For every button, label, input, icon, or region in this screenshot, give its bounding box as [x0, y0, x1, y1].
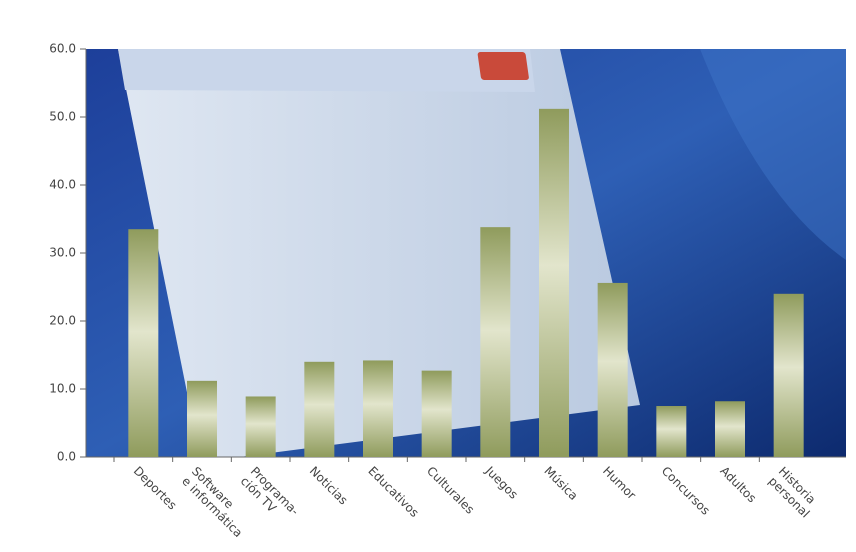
x-tick-label: Deportes: [131, 464, 180, 513]
y-tick-label: 50.0: [49, 110, 76, 124]
bar: [187, 380, 217, 457]
y-tick-label: 60.0: [49, 42, 76, 56]
y-tick-label: 0.0: [57, 450, 76, 464]
x-tick-label: Culturales: [424, 464, 477, 517]
y-tick-label: 40.0: [49, 178, 76, 192]
y-tick-label: 10.0: [49, 382, 76, 396]
bar: [597, 282, 628, 457]
bar: [363, 360, 393, 457]
x-tick-label: Programa-ción TV: [238, 464, 302, 528]
bar: [715, 401, 745, 457]
bar: [539, 108, 569, 457]
bar: [245, 396, 276, 457]
x-tick-label: Juegos: [482, 463, 521, 502]
bar: [773, 293, 804, 457]
x-tick-label: Humor: [600, 464, 639, 503]
x-tick-label: Concursos: [659, 464, 713, 518]
x-tick-label: Noticias: [307, 464, 351, 508]
bar: [304, 361, 335, 457]
x-tick-label: Educativos: [365, 464, 421, 520]
bar: [421, 370, 452, 457]
bar: [656, 406, 687, 457]
x-tick-label: Historiapersonal: [766, 464, 822, 520]
x-tick-label: Música: [541, 464, 580, 503]
x-tick-label: Adultos: [717, 464, 759, 506]
y-tick-label: 30.0: [49, 246, 76, 260]
y-tick-label: 20.0: [49, 314, 76, 328]
bar: [128, 229, 159, 457]
x-tick-label: Softwaree informática: [180, 464, 256, 540]
bar: [480, 227, 511, 457]
